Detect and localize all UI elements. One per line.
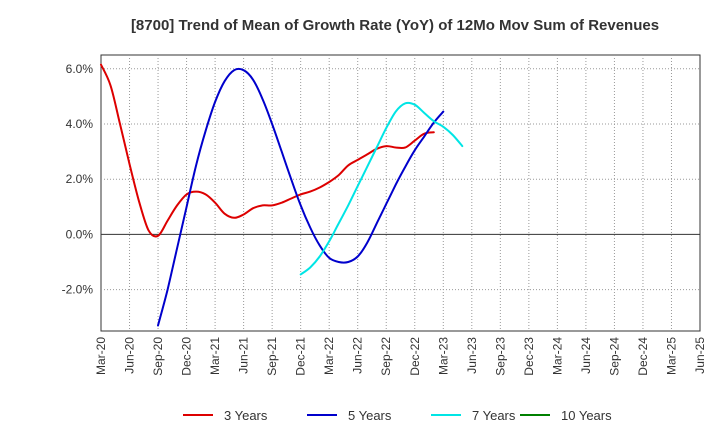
x-tick-label: Dec-22 [408, 337, 422, 376]
y-tick-label: 6.0% [66, 62, 94, 76]
x-tick-label: Mar-21 [208, 337, 222, 375]
x-tick-label: Jun-22 [351, 337, 365, 374]
legend-label: 3 Years [224, 408, 268, 423]
x-tick-label: Mar-20 [94, 337, 108, 375]
x-tick-label: Jun-20 [123, 337, 137, 374]
chart-title: [8700] Trend of Mean of Growth Rate (YoY… [131, 17, 659, 34]
y-tick-label: -2.0% [62, 283, 94, 297]
x-tick-label: Sep-20 [151, 337, 165, 376]
legend-label: 7 Years [472, 408, 516, 423]
x-tick-label: Jun-25 [693, 337, 707, 374]
x-tick-label: Sep-21 [265, 337, 279, 376]
x-tick-label: Mar-22 [322, 337, 336, 375]
x-tick-label: Jun-23 [465, 337, 479, 374]
x-tick-label: Mar-23 [436, 337, 450, 375]
x-tick-label: Mar-24 [550, 337, 564, 375]
y-tick-label: 4.0% [66, 117, 94, 131]
legend: 3 Years 5 Years 7 Years 10 Years [183, 408, 612, 423]
series-line-3-years [100, 63, 435, 238]
x-tick-label: Jun-21 [237, 337, 251, 374]
legend-label: 5 Years [348, 408, 392, 423]
x-tick-label: Mar-25 [664, 337, 678, 375]
y-tick-label: 2.0% [66, 172, 94, 186]
x-axis: Mar-20 Jun-20 Sep-20 Dec-20 Mar-21 Jun-21 Sep-… [94, 337, 707, 376]
series-layer [100, 63, 464, 327]
series-line-5-years [157, 67, 445, 327]
x-tick-label: Dec-24 [636, 337, 650, 376]
legend-label: 10 Years [561, 408, 612, 423]
x-tick-label: Dec-20 [180, 337, 194, 376]
y-axis: 6.0% 4.0% 2.0% 0.0% -2.0% [62, 62, 94, 297]
y-tick-label: 0.0% [66, 227, 94, 241]
x-tick-label: Sep-23 [493, 337, 507, 376]
x-tick-label: Dec-23 [522, 337, 536, 376]
x-tick-label: Jun-24 [579, 337, 593, 374]
grid [101, 55, 700, 331]
series-line-7-years [299, 101, 464, 276]
x-tick-label: Dec-21 [294, 337, 308, 376]
x-tick-label: Sep-24 [607, 337, 621, 376]
x-tick-label: Sep-22 [379, 337, 393, 376]
